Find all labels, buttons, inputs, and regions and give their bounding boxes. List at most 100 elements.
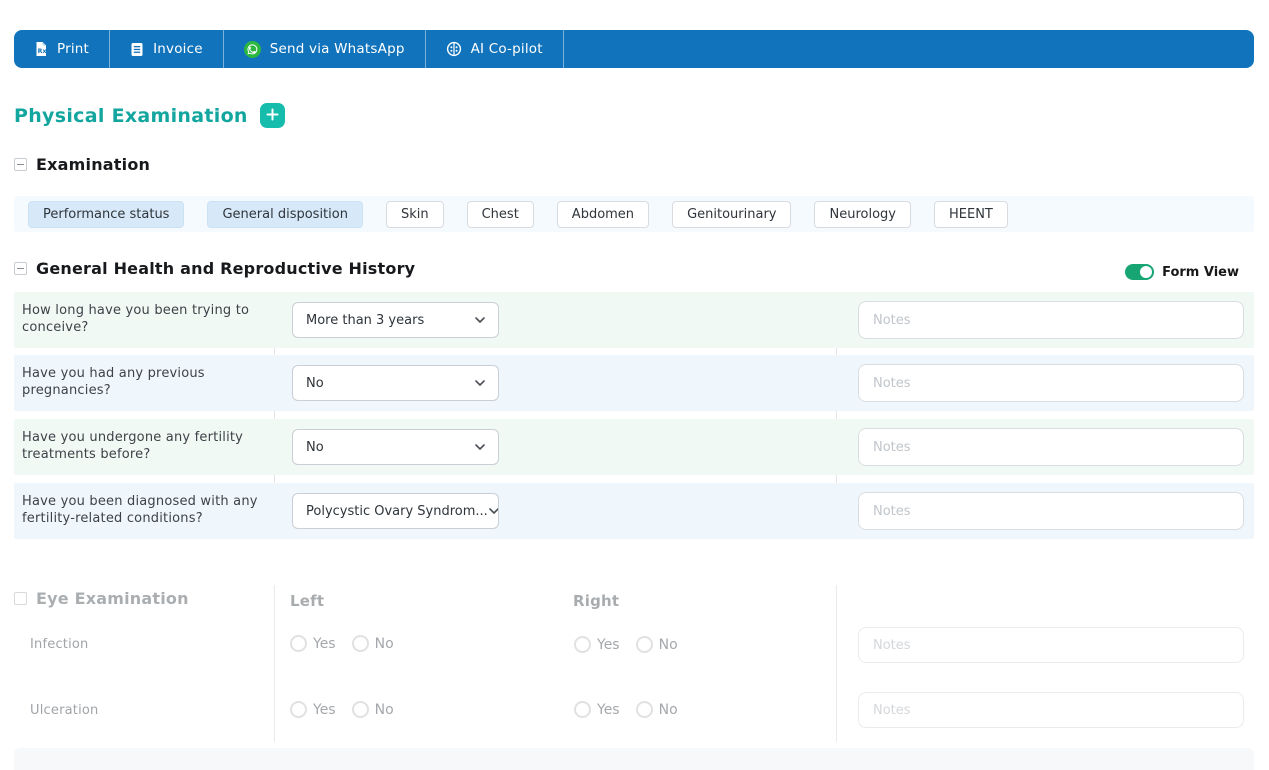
infection-row-label: Infection: [30, 637, 89, 652]
radio-label: No: [374, 635, 394, 652]
column-divider: [836, 585, 837, 742]
ulceration-row-label: Ulceration: [30, 703, 99, 718]
tab-general-disposition[interactable]: General disposition: [207, 200, 363, 228]
tab-abdomen[interactable]: Abdomen: [556, 200, 650, 228]
radio-icon: [351, 635, 369, 652]
tab-genitourinary[interactable]: Genitourinary: [672, 200, 792, 228]
send-whatsapp-button[interactable]: Send via WhatsApp: [224, 30, 426, 68]
print-button-label: Print: [57, 41, 90, 57]
chevron-down-icon: [474, 376, 486, 391]
toggle-knob: [1140, 266, 1153, 278]
add-section-button[interactable]: [259, 103, 285, 128]
page-title-row: Physical Examination: [14, 103, 285, 128]
minus-icon: [17, 267, 24, 270]
radio-label: No: [374, 701, 394, 718]
print-button[interactable]: Rx Print: [14, 30, 111, 68]
examination-collapse-checkbox[interactable]: [14, 158, 27, 171]
form-row-conceive-duration: How long have you been trying to conceiv…: [14, 292, 1254, 348]
tab-chest[interactable]: Chest: [466, 200, 534, 228]
radio-label: Yes: [313, 635, 336, 652]
ulceration-left-yes-option[interactable]: Yes: [290, 701, 336, 718]
examination-tabbar: Performance status General disposition S…: [14, 196, 1254, 232]
prescription-print-icon: Rx: [34, 41, 48, 57]
radio-label: No: [658, 636, 678, 653]
tab-performance-status[interactable]: Performance status: [28, 200, 185, 228]
tab-skin[interactable]: Skin: [385, 200, 444, 228]
send-whatsapp-button-label: Send via WhatsApp: [269, 41, 405, 57]
radio-icon: [574, 701, 591, 718]
chevron-down-icon: [474, 440, 486, 455]
radio-icon: [574, 636, 591, 653]
examination-section-title: Examination: [36, 155, 151, 174]
column-divider: [274, 292, 275, 539]
eye-examination-section: Eye Examination Left Right Infection Yes…: [14, 585, 1254, 745]
general-health-section-header: General Health and Reproductive History: [14, 259, 415, 278]
ai-copilot-button-label: AI Co-pilot: [470, 41, 543, 57]
question-label: Have you been diagnosed with any fertili…: [22, 494, 258, 526]
infection-notes-input[interactable]: [858, 627, 1244, 663]
infection-left-yes-option[interactable]: Yes: [290, 635, 336, 652]
tab-neurology[interactable]: Neurology: [814, 200, 911, 228]
ulceration-notes-input[interactable]: [858, 692, 1244, 728]
general-health-collapse-checkbox[interactable]: [14, 262, 27, 275]
form-view-toggle[interactable]: [1125, 264, 1155, 280]
invoice-button[interactable]: Invoice: [110, 30, 224, 68]
radio-icon: [290, 701, 307, 718]
ulceration-right-yes-option[interactable]: Yes: [574, 701, 620, 718]
infection-left-radio-group: Yes No: [290, 635, 394, 652]
notes-input[interactable]: [858, 492, 1244, 530]
form-view-toggle-label: Form View: [1162, 264, 1239, 280]
notes-input[interactable]: [858, 428, 1244, 466]
chevron-down-icon: [474, 313, 486, 328]
next-section-strip: [14, 748, 1254, 770]
ai-copilot-button[interactable]: AI Co-pilot: [426, 30, 564, 68]
invoice-button-label: Invoice: [153, 41, 203, 57]
form-row-previous-pregnancies: Have you had any previous pregnancies? N…: [14, 355, 1254, 411]
tab-heent[interactable]: HEENT: [933, 200, 1008, 228]
select-value: Polycystic Ovary Syndrom...: [306, 503, 488, 519]
left-eye-column-header: Left: [290, 592, 325, 610]
infection-right-radio-group: Yes No: [574, 636, 678, 653]
radio-icon: [635, 636, 653, 653]
eye-examination-checkbox[interactable]: [14, 592, 27, 605]
examination-section-header: Examination: [14, 155, 150, 174]
question-label: Have you had any previous pregnancies?: [22, 366, 205, 398]
question-label: Have you undergone any fertility treatme…: [22, 430, 244, 462]
infection-right-yes-option[interactable]: Yes: [574, 636, 620, 653]
previous-pregnancies-select[interactable]: No: [292, 365, 499, 401]
radio-label: Yes: [313, 701, 336, 718]
select-value: No: [306, 375, 324, 391]
general-health-section-title: General Health and Reproductive History: [36, 259, 416, 278]
ulceration-right-no-option[interactable]: No: [635, 701, 678, 718]
form-row-fertility-treatments: Have you undergone any fertility treatme…: [14, 419, 1254, 475]
notes-input[interactable]: [858, 301, 1244, 339]
infection-left-no-option[interactable]: No: [351, 635, 394, 652]
eye-examination-title: Eye Examination: [36, 589, 189, 608]
conceive-duration-select[interactable]: More than 3 years: [292, 302, 499, 338]
whatsapp-icon: [243, 40, 261, 58]
ulceration-left-radio-group: Yes No: [290, 701, 394, 718]
infection-right-no-option[interactable]: No: [635, 636, 678, 653]
select-value: No: [306, 439, 324, 455]
eye-examination-header: Eye Examination: [14, 589, 189, 608]
action-toolbar: Rx Print Invoice Send via WhatsApp AI Co…: [14, 30, 1254, 68]
radio-icon: [351, 701, 369, 718]
notes-input[interactable]: [858, 364, 1244, 402]
fertility-conditions-select[interactable]: Polycystic Ovary Syndrom...: [292, 493, 499, 529]
radio-icon: [290, 635, 307, 652]
chevron-down-icon: [488, 504, 498, 519]
ai-copilot-icon: [446, 41, 462, 57]
ulceration-left-no-option[interactable]: No: [351, 701, 394, 718]
radio-label: Yes: [597, 701, 620, 718]
invoice-receipt-icon: [130, 42, 144, 57]
right-eye-column-header: Right: [573, 592, 620, 610]
select-value: More than 3 years: [306, 312, 425, 328]
radio-label: Yes: [597, 636, 620, 653]
radio-icon: [635, 701, 653, 718]
ulceration-right-radio-group: Yes No: [574, 701, 678, 718]
radio-label: No: [658, 701, 678, 718]
minus-icon: [17, 163, 24, 166]
fertility-treatments-select[interactable]: No: [292, 429, 499, 465]
column-divider: [274, 585, 275, 742]
